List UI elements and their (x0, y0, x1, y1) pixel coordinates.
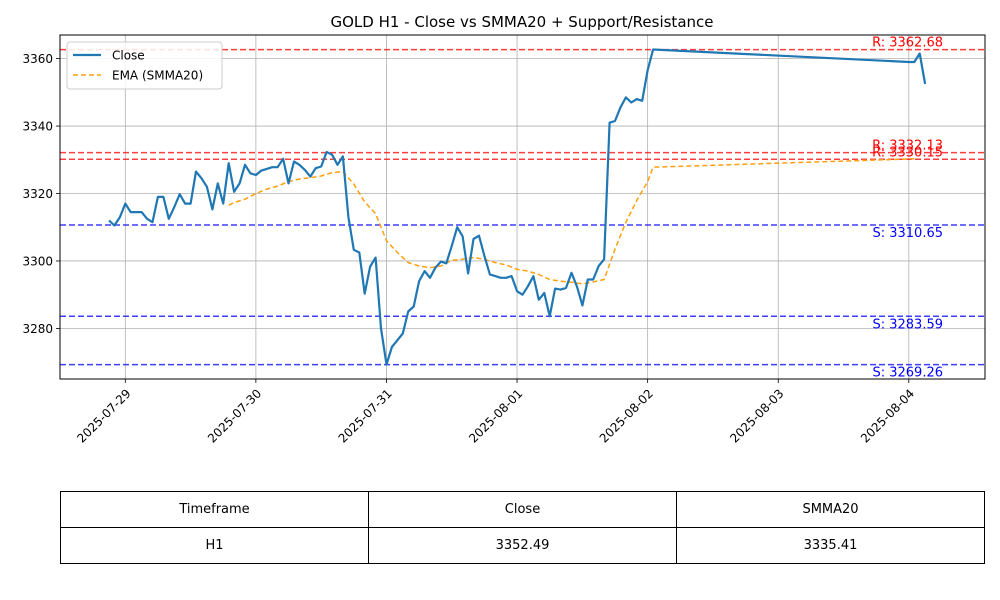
table-header-row: Timeframe Close SMMA20 (60, 491, 985, 528)
series-line-0 (108, 48, 927, 366)
y-axis-ticks: 3280 3300 3320 3340 3360 (22, 52, 60, 336)
table-row: H1 3352.49 3335.41 (60, 527, 985, 564)
plot-frame (59, 34, 986, 380)
support-label-3: S: 3310.65 (872, 226, 943, 241)
support-label-4: S: 3283.59 (872, 317, 943, 332)
table-cell-smma20: 3335.41 (676, 527, 985, 564)
table-header-timeframe: Timeframe (60, 491, 369, 528)
x-tick-label-0: 2025-07-29 (74, 386, 133, 445)
y-tick-label-2: 3320 (22, 187, 53, 201)
table-cell-timeframe: H1 (60, 527, 369, 564)
table-cell-close: 3352.49 (368, 527, 677, 564)
y-tick-label-3: 3340 (22, 120, 53, 134)
x-tick-label-1: 2025-07-30 (205, 386, 264, 445)
x-tick-label-5: 2025-08-03 (727, 386, 786, 445)
chart-canvas: GOLD H1 - Close vs SMMA20 + Support/Resi… (22, 13, 986, 446)
support-label-5: S: 3269.26 (872, 366, 943, 381)
series-line-1 (228, 158, 915, 285)
legend: Close EMA (SMMA20) (66, 41, 223, 90)
legend-box (66, 41, 223, 90)
stats-table: Timeframe Close SMMA20 H1 3352.49 3335.4… (60, 491, 985, 564)
table-header-smma20: SMMA20 (676, 491, 985, 528)
legend-label-0: Close (112, 49, 145, 63)
x-tick-label-2: 2025-07-31 (336, 386, 395, 445)
x-tick-label-4: 2025-08-02 (597, 386, 656, 445)
y-tick-label-1: 3300 (22, 254, 53, 268)
table-header-close: Close (368, 491, 677, 528)
legend-label-1: EMA (SMMA20) (112, 69, 203, 83)
resistance-label-1: R: 3332.13 (872, 139, 943, 154)
resistance-label-0: R: 3362.68 (872, 36, 943, 51)
chart-title: GOLD H1 - Close vs SMMA20 + Support/Resi… (330, 13, 713, 31)
x-tick-label-6: 2025-08-04 (858, 386, 917, 445)
x-tick-label-3: 2025-08-01 (466, 386, 525, 445)
x-axis-ticks: 2025-07-29 2025-07-30 2025-07-31 2025-08-01… (74, 379, 917, 446)
support-resistance-lines: R: 3362.68 R: 3332.13R: 3330.15 S: 3310.65… (60, 36, 985, 381)
y-tick-label-0: 3280 (22, 322, 53, 336)
y-tick-label-4: 3360 (22, 52, 53, 66)
series-lines (108, 48, 927, 366)
resistance-label-2: R: 3330.15 (872, 145, 943, 160)
